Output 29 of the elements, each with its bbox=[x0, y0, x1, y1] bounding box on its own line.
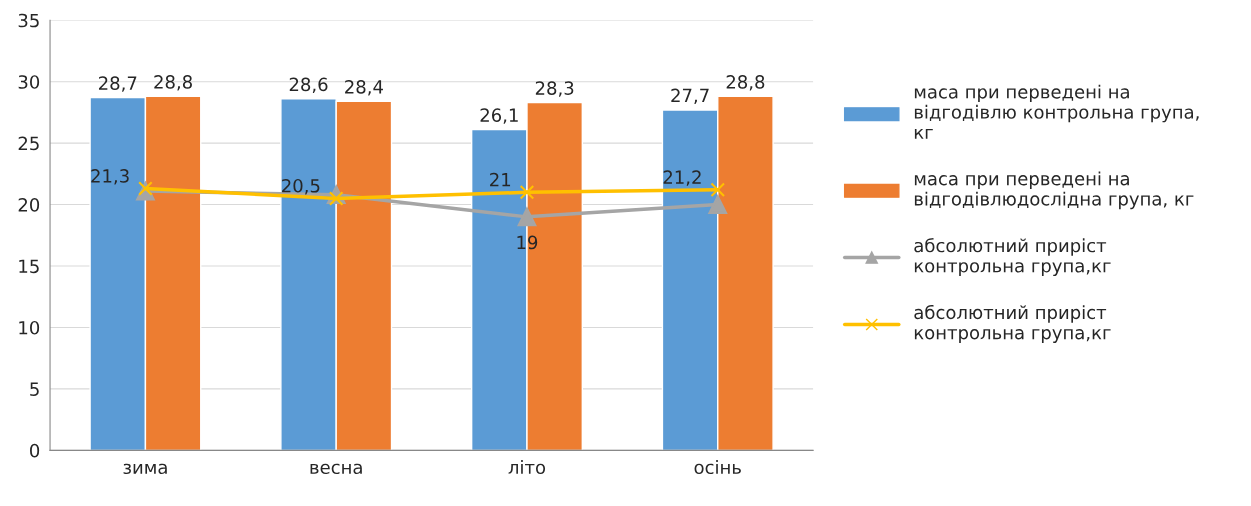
y-tick-label: 35 bbox=[18, 13, 39, 28]
y-tick-label: 10 bbox=[19, 320, 40, 335]
legend-label: маса при перведені на відгодівлюдослідна група, кг bbox=[914, 171, 1194, 210]
legend-label: абсолютний приріст контрольна група,кг bbox=[914, 304, 1111, 343]
data-label: 28,7 bbox=[98, 76, 137, 92]
data-label: 21,3 bbox=[91, 169, 129, 185]
x-tick-label: зима bbox=[123, 463, 167, 475]
legend-label: маса при перведені на відгодівлю контрольна група, кг bbox=[914, 84, 1199, 139]
data-label: 28,3 bbox=[535, 81, 574, 97]
y-tick-label: 20 bbox=[18, 198, 40, 212]
y-tick-label: 25 bbox=[18, 136, 39, 151]
data-label: 26,1 bbox=[480, 108, 518, 124]
y-tick-label: 30 bbox=[18, 75, 40, 89]
y-tick-label: 15 bbox=[19, 259, 39, 274]
x-tick-label: літо bbox=[508, 460, 546, 475]
data-label: 21 bbox=[490, 172, 511, 187]
legend-label: абсолютний приріст контрольна група,кг bbox=[914, 238, 1111, 277]
data-label: 28,8 bbox=[726, 75, 765, 91]
data-label: 20,5 bbox=[282, 178, 320, 195]
data-label: 21,2 bbox=[663, 170, 701, 186]
data-label: 28,4 bbox=[345, 80, 383, 96]
data-label: 28,6 bbox=[289, 77, 328, 94]
data-label: 19 bbox=[517, 235, 538, 250]
data-label: 27,7 bbox=[671, 88, 709, 105]
y-tick-label: 0 bbox=[30, 443, 40, 458]
x-tick-label: осінь bbox=[694, 460, 741, 475]
x-tick-label: весна bbox=[310, 463, 362, 475]
y-tick-label: 5 bbox=[30, 382, 39, 397]
data-label: 28,8 bbox=[154, 75, 192, 91]
